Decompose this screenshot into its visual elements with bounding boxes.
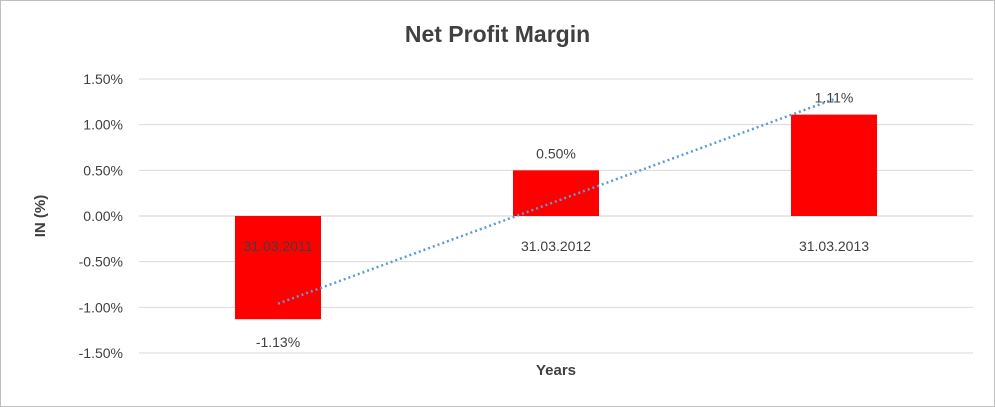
x-category-label: 31.03.2012 [521, 238, 591, 254]
y-tick-label: -0.50% [79, 254, 123, 270]
bar [513, 170, 599, 216]
x-category-label: 31.03.2013 [799, 238, 869, 254]
y-tick-label: -1.00% [79, 299, 123, 315]
trendline-group [277, 97, 835, 305]
bar [235, 216, 321, 320]
y-tick-label: 0.00% [83, 208, 123, 224]
x-axis-title: Years [536, 362, 576, 379]
data-label: -1.13% [256, 334, 300, 350]
data-label: 0.50% [536, 145, 576, 161]
y-tick-label: -1.50% [79, 345, 123, 361]
data-labels: 31.03.2011 -1.13% 31.03.2012 0.50% 31.03.201… [243, 90, 869, 351]
bars [235, 114, 877, 320]
data-label: 1.11% [815, 90, 854, 106]
y-tick-label: 1.50% [83, 71, 123, 87]
y-tick-label: 0.50% [83, 162, 123, 178]
x-category-label: 31.03.2011 [243, 238, 312, 254]
y-axis-title: IN (%) [32, 195, 49, 238]
chart-title: Net Profit Margin [404, 21, 591, 47]
bar [791, 114, 877, 216]
y-tick-label: 1.00% [83, 117, 123, 133]
trendline [277, 97, 835, 305]
